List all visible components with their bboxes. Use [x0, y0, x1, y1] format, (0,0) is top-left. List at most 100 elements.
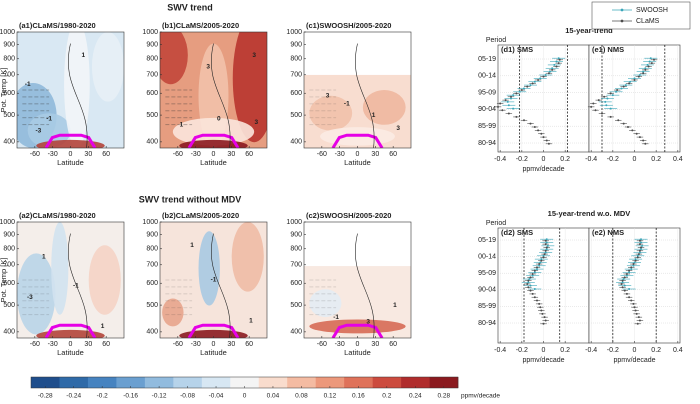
group-title: 15-year-trend	[565, 26, 613, 35]
point	[538, 302, 541, 305]
panel-title: (d2) SMS	[501, 228, 533, 237]
x-tick-label: 0.4	[673, 347, 683, 354]
y-tick-label: 85-99	[478, 303, 496, 310]
contour-label: 1	[42, 254, 46, 261]
colorbar-tick-label: -0.08	[180, 393, 195, 400]
point	[636, 256, 639, 259]
point	[544, 74, 547, 76]
y-tick-label: 80-94	[478, 320, 496, 327]
group-title: 15-year-trend w.o. MDV	[548, 209, 631, 218]
y-tick-label: 400	[3, 139, 15, 146]
contour-label: 3	[366, 318, 370, 325]
point	[631, 129, 634, 132]
x-tick-label: 0	[356, 341, 360, 348]
y-tick-label: 00-14	[478, 253, 496, 260]
x-tick-label: -0.2	[607, 347, 619, 354]
point	[529, 276, 532, 279]
x-tick-label: 0.4	[673, 156, 683, 163]
y-tick-label: 1000	[286, 29, 302, 36]
point	[623, 289, 626, 292]
contour-label: 1	[101, 323, 105, 330]
x-tick-label: 60	[389, 151, 397, 158]
x-tick-label: 0	[212, 341, 216, 348]
y-tick-label: 900	[290, 231, 302, 238]
x-tick-label: -60	[173, 341, 183, 348]
point	[545, 241, 548, 244]
point	[506, 100, 509, 103]
y-tick-label: 900	[3, 231, 15, 238]
point	[624, 84, 627, 87]
point	[533, 126, 536, 128]
y-tick-label: 400	[290, 139, 302, 146]
point	[642, 70, 645, 73]
contour-label: -3	[36, 127, 42, 134]
point	[632, 302, 635, 305]
point	[499, 102, 502, 105]
y-tick-label: 700	[290, 72, 302, 79]
colorbar-bin	[372, 377, 402, 388]
x-tick-label: 0	[542, 347, 546, 354]
y-tick-label: 900	[290, 41, 302, 48]
x-tick-label: -60	[173, 151, 183, 158]
colorbar-bin	[230, 377, 260, 388]
contour-label: -1	[25, 81, 31, 88]
point	[606, 97, 609, 100]
colorbar-bin	[258, 377, 288, 388]
contour-label: 3	[206, 64, 210, 71]
point	[540, 309, 543, 312]
colorbar-tick-label: -0.12	[152, 393, 167, 400]
x-tick-label: -30	[335, 341, 345, 348]
y-tick-label: 05-19	[478, 237, 496, 244]
point	[529, 289, 532, 292]
colorbar-bin	[59, 377, 89, 388]
colorbar-tick-label: -0.2	[97, 393, 109, 400]
point	[545, 139, 548, 142]
colorbar-bin	[31, 377, 60, 388]
field-shade	[36, 329, 105, 338]
point	[538, 264, 541, 267]
contour-label: 1	[180, 122, 184, 129]
point	[617, 119, 620, 122]
x-tick-label: 0	[356, 151, 360, 158]
colorbar-bin	[173, 377, 203, 388]
y-tick-label: 800	[290, 56, 302, 63]
point	[640, 246, 642, 249]
point	[638, 136, 641, 139]
point	[544, 251, 547, 254]
x-axis-label: Latitude	[200, 348, 227, 357]
point	[543, 316, 546, 319]
panel-title: (c2)SWOOSH/2005-2020	[306, 211, 391, 220]
point	[545, 246, 548, 249]
x-tick-label: 0.2	[651, 347, 661, 354]
point	[604, 100, 607, 103]
x-tick-label: -60	[317, 151, 327, 158]
point	[653, 58, 655, 61]
colorbar-tick-label: 0.08	[295, 393, 308, 400]
point	[529, 84, 532, 87]
point	[634, 258, 637, 261]
tropopause	[331, 133, 384, 148]
contour-line	[68, 43, 88, 148]
y-tick-label: 600	[290, 280, 302, 287]
point	[637, 75, 640, 78]
colorbar-bin	[144, 377, 174, 388]
point	[543, 253, 546, 256]
point	[633, 78, 636, 81]
contour-line	[211, 43, 231, 148]
point	[533, 80, 536, 83]
point	[620, 87, 623, 90]
legend-label: CLaMS	[636, 18, 660, 25]
point	[557, 57, 560, 60]
x-tick-label: -0.2	[516, 347, 528, 354]
point	[633, 261, 636, 264]
x-tick-label: -0.2	[516, 156, 528, 163]
point	[542, 254, 545, 257]
x-axis-label: Latitude	[200, 158, 227, 167]
field	[17, 222, 124, 338]
colorbar-tick-label: 0.12	[324, 393, 337, 400]
point	[627, 126, 629, 128]
field-shade	[231, 222, 264, 292]
row-title: SWV trend	[167, 2, 213, 12]
y-axis-label: Pot. Temp [K]	[0, 258, 8, 303]
y-tick-label: 600	[3, 90, 15, 97]
